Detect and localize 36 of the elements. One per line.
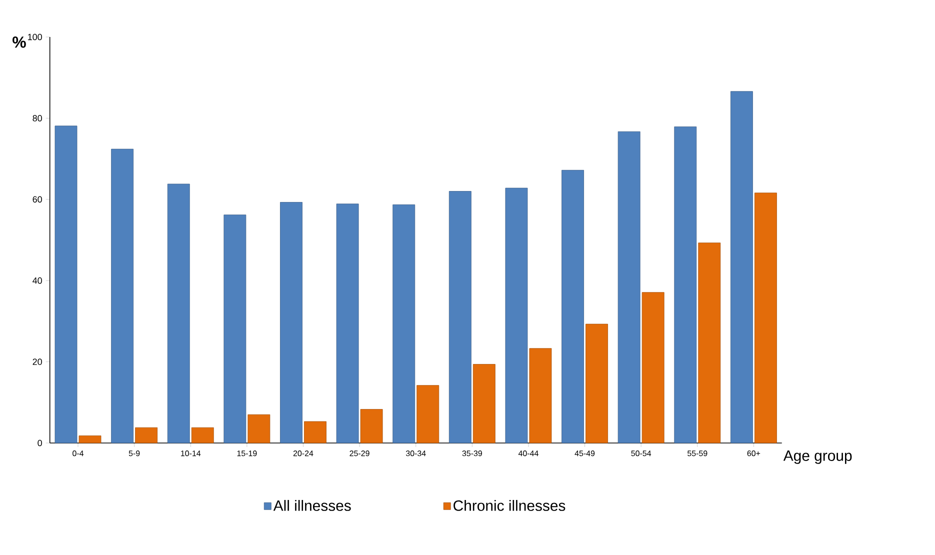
bar: [248, 414, 270, 444]
bar: [392, 204, 416, 444]
y-tick-label: 60: [32, 196, 42, 203]
bar: [78, 435, 102, 444]
bar: [472, 364, 496, 444]
bar: [586, 324, 608, 444]
legend-label: All illnesses: [273, 500, 351, 511]
x-axis-title: Age group: [783, 450, 852, 464]
bar: [730, 91, 753, 444]
bar: [360, 409, 383, 444]
bar: [304, 421, 326, 444]
bar: [698, 242, 721, 444]
legend-label: Chronic illnesses: [454, 500, 566, 511]
bar: [135, 427, 158, 444]
y-tick-label: 80: [32, 115, 42, 122]
bar: [618, 131, 640, 444]
y-tick-label: 40: [32, 277, 42, 284]
bar: [167, 184, 190, 444]
bar: [642, 292, 664, 444]
bar: [754, 192, 777, 444]
bar: [54, 126, 78, 444]
bar: [505, 188, 528, 444]
bar: [111, 148, 134, 444]
bar: [336, 204, 359, 444]
y-axis-title: %: [12, 36, 26, 48]
y-tick-label: 0: [38, 440, 42, 446]
bar: [224, 214, 246, 444]
bar: [448, 191, 472, 444]
y-tick-label: 20: [32, 358, 42, 365]
bar: [674, 126, 697, 444]
bar: [416, 385, 440, 444]
y-tick-label: 100: [28, 34, 42, 40]
bar: [191, 427, 214, 444]
bar: [529, 348, 552, 444]
bar: [280, 202, 302, 444]
bar: [562, 170, 584, 444]
